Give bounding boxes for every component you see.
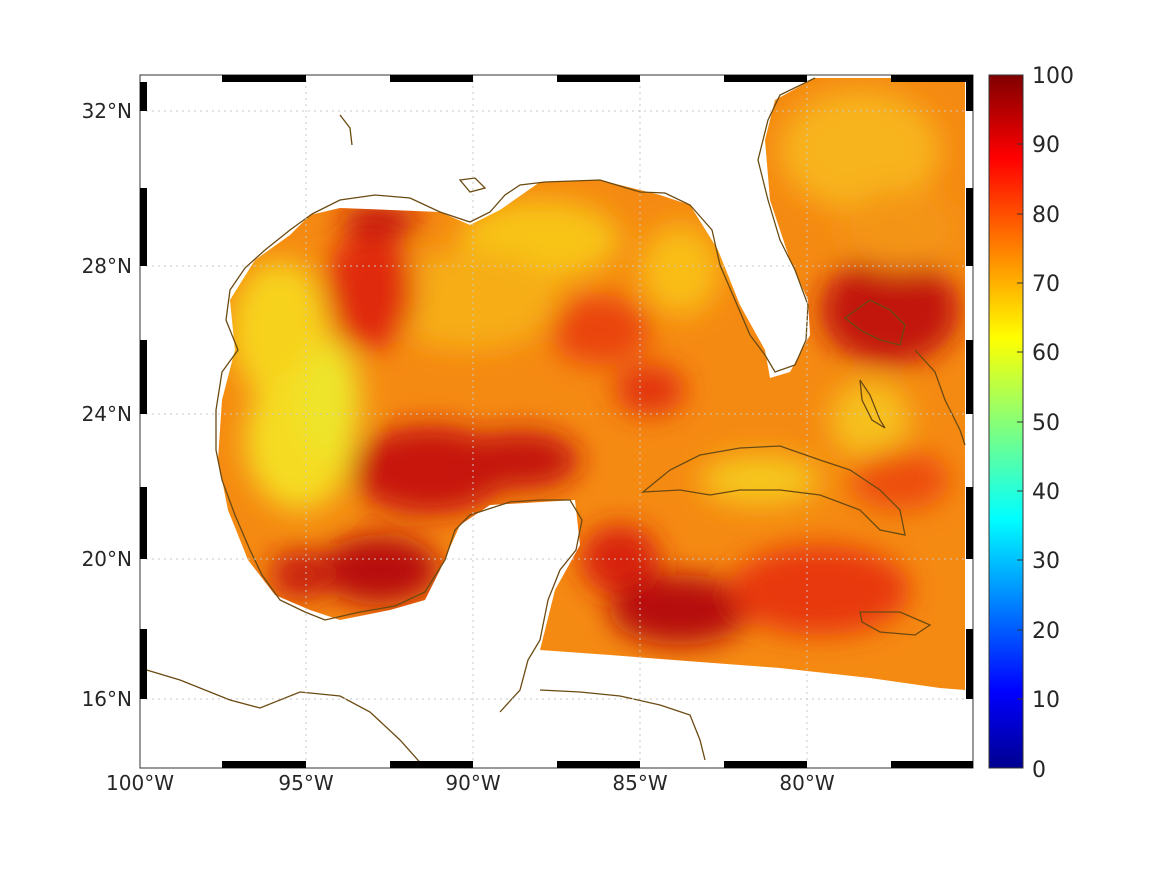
data-field: [218, 78, 965, 690]
colorbar-tick-90: 90: [1032, 133, 1060, 158]
lon-label-85w: 85°W: [612, 771, 667, 795]
lat-label-20n: 20°N: [82, 547, 132, 571]
lon-label-80w: 80°W: [779, 771, 834, 795]
lat-label-16n: 16°N: [82, 687, 132, 711]
colorbar-tick-100: 100: [1032, 64, 1074, 89]
colorbar: [988, 74, 1024, 769]
colorbar-tick-30: 30: [1032, 549, 1060, 574]
gridlines: [146, 80, 966, 762]
colorbar-tick-40: 40: [1032, 480, 1060, 505]
colorbar-tick-20: 20: [1032, 619, 1060, 644]
lat-label-28n: 28°N: [82, 254, 132, 278]
lon-label-100w: 100°W: [106, 771, 174, 795]
colorbar-tick-70: 70: [1032, 272, 1060, 297]
lat-label-32n: 32°N: [82, 99, 132, 123]
colorbar-tick-50: 50: [1032, 411, 1060, 436]
coastline: [139, 77, 966, 769]
lat-label-24n: 24°N: [82, 402, 132, 426]
colorbar-tick-60: 60: [1032, 341, 1060, 366]
map-frame: [139, 74, 974, 769]
lon-label-90w: 90°W: [445, 771, 500, 795]
colorbar-tick-80: 80: [1032, 203, 1060, 228]
colorbar-tick-0: 0: [1032, 758, 1046, 783]
lon-label-95w: 95°W: [278, 771, 333, 795]
colorbar-tick-10: 10: [1032, 688, 1060, 713]
